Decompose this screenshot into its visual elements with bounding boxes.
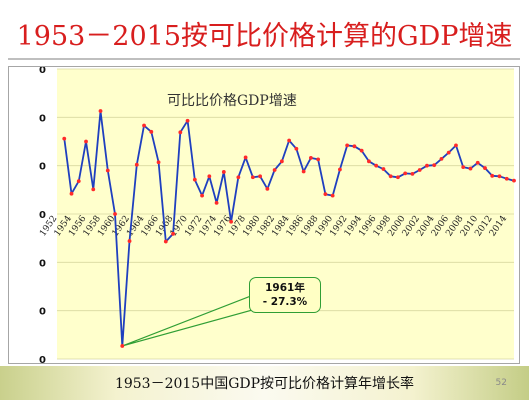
- data-point: [287, 138, 292, 143]
- data-point: [221, 170, 226, 174]
- data-point: [171, 231, 175, 236]
- data-markers: [62, 109, 516, 348]
- data-point: [62, 136, 67, 141]
- data-point: [417, 168, 422, 172]
- data-point: [504, 176, 509, 181]
- data-point: [425, 163, 429, 168]
- data-point: [69, 191, 74, 196]
- data-point: [323, 192, 328, 197]
- data-point: [178, 130, 183, 135]
- data-point: [367, 159, 371, 164]
- data-point: [294, 146, 299, 151]
- data-point: [214, 200, 219, 205]
- data-point: [381, 167, 386, 171]
- y-tick-label: 0: [39, 162, 46, 173]
- data-point: [461, 165, 466, 170]
- data-point: [98, 109, 103, 113]
- data-point: [359, 148, 364, 153]
- data-point: [134, 162, 139, 167]
- data-point: [163, 239, 168, 244]
- data-point: [258, 174, 263, 179]
- data-point: [149, 129, 154, 134]
- data-point: [497, 174, 502, 179]
- slide-caption: 1953－2015中国GDP按可比价格计算年增长率: [114, 376, 415, 392]
- data-point: [265, 186, 270, 191]
- y-tick-label: 0: [39, 258, 46, 269]
- title-divider: [8, 58, 520, 60]
- page-number: 52: [495, 378, 507, 388]
- data-point: [403, 171, 408, 176]
- data-point: [388, 174, 393, 179]
- data-point: [308, 156, 313, 160]
- data-point: [243, 155, 248, 160]
- data-point: [229, 219, 233, 224]
- data-point: [330, 193, 335, 198]
- data-point: [454, 143, 458, 148]
- data-point: [91, 187, 96, 192]
- data-point: [483, 166, 487, 170]
- data-point: [113, 212, 117, 216]
- data-point: [142, 123, 146, 128]
- chart-frame: 0 0 0 0 0 0 0 1952 1954 1956 1958 1960 1962 1964 1966…: [8, 66, 520, 364]
- gdp-growth-chart: 0 0 0 0 0 0 0 19521954195619581960196219641966…: [38, 67, 516, 363]
- y-tick-labels: 0 0 0 0 0 0 0: [39, 67, 46, 363]
- data-point: [439, 157, 444, 161]
- data-point: [345, 143, 350, 148]
- data-point: [475, 160, 480, 165]
- data-point: [446, 150, 451, 155]
- y-tick-label: 0: [39, 307, 46, 318]
- data-point: [185, 118, 190, 123]
- data-point: [250, 175, 255, 180]
- data-point: [84, 139, 88, 144]
- data-point: [468, 166, 473, 171]
- callout-value: - 27.3%: [262, 296, 308, 308]
- data-point: [396, 175, 400, 180]
- data-point: [432, 163, 437, 168]
- data-point: [490, 173, 495, 178]
- data-point: [192, 177, 197, 182]
- slide-title: 1953－2015按可比价格计算的GDP增速: [16, 21, 513, 52]
- y-tick-label: 0: [39, 355, 46, 363]
- data-point: [76, 179, 81, 184]
- data-point: [127, 239, 132, 243]
- data-point: [301, 169, 306, 174]
- y-tick-label: 0: [39, 67, 46, 76]
- x-tick-labels: 1952195419561958196019621964196619681970…: [38, 214, 509, 239]
- data-point: [279, 159, 284, 164]
- data-point: [374, 163, 379, 168]
- data-point: [338, 167, 342, 172]
- data-point: [236, 175, 241, 180]
- data-point: [272, 168, 277, 172]
- data-point: [512, 178, 516, 183]
- data-point: [156, 160, 161, 165]
- caption-bar: 1953－2015中国GDP按可比价格计算年增长率 52: [0, 366, 529, 400]
- data-point: [207, 174, 212, 179]
- data-point: [120, 344, 125, 348]
- callout-1961: 1961年 - 27.3%: [249, 277, 321, 313]
- chart-title: 可比比价格GDP增速: [167, 93, 297, 109]
- callout-year: 1961年: [265, 282, 305, 294]
- data-point: [410, 171, 415, 176]
- data-point: [200, 193, 204, 198]
- data-point: [105, 168, 110, 173]
- data-point: [352, 144, 357, 149]
- y-tick-label: 0: [39, 113, 46, 124]
- data-point: [316, 157, 321, 162]
- y-tick-label: 0: [39, 210, 46, 221]
